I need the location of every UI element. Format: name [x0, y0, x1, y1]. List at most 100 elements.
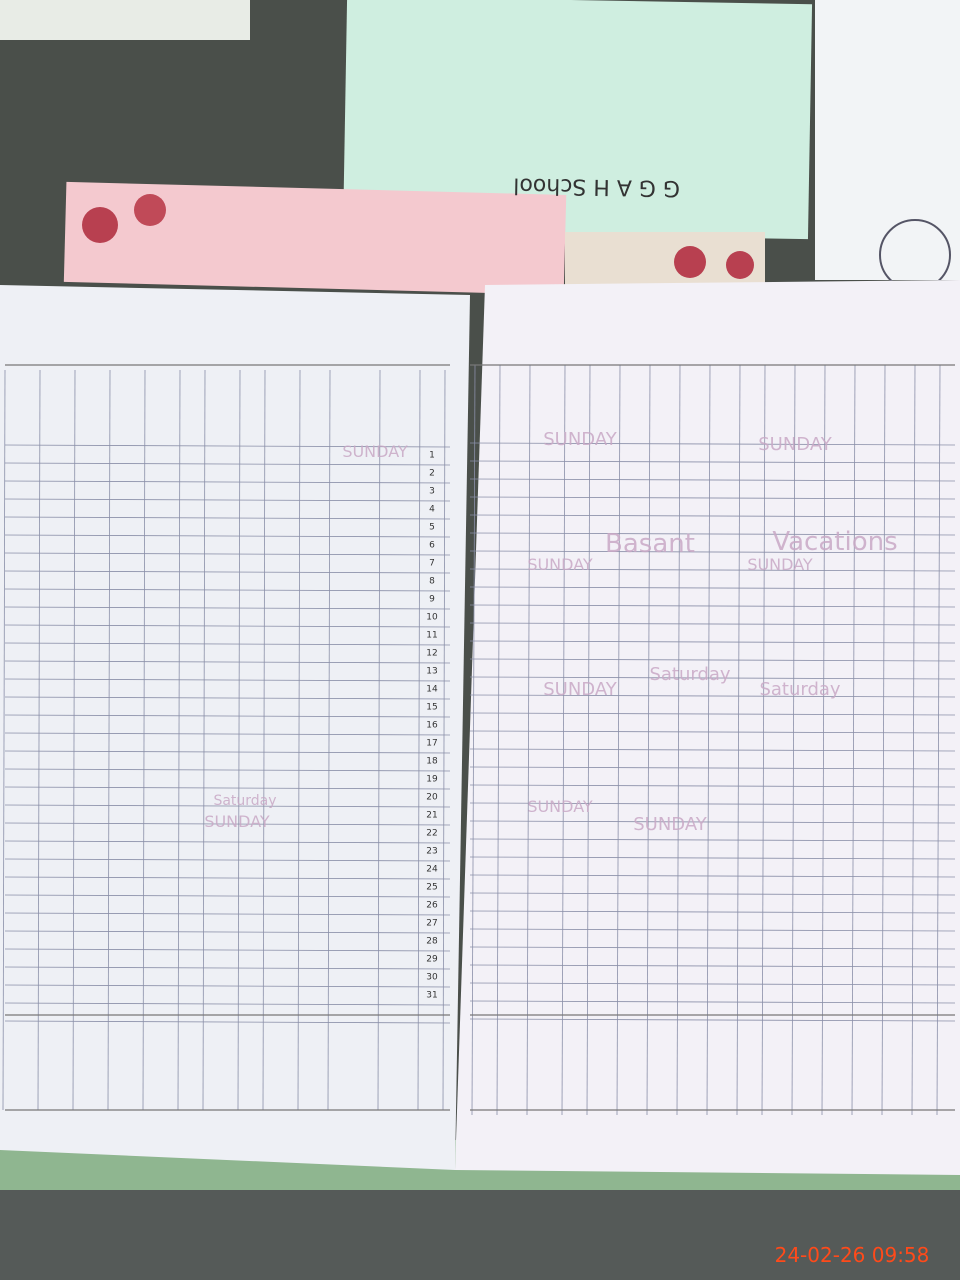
rule [4, 732, 451, 736]
handwritten-note: SUNDAY [758, 434, 833, 455]
row-number: 26 [426, 901, 438, 911]
col [237, 369, 241, 1111]
row-number: 7 [429, 559, 435, 569]
col [791, 364, 796, 1116]
rule [469, 730, 956, 734]
col [911, 364, 916, 1116]
col [586, 364, 591, 1116]
handwritten-note: SUNDAY [342, 442, 408, 461]
handwritten-note: SUNDAY [527, 797, 593, 816]
row-number: 14 [426, 685, 438, 695]
row-number: 11 [426, 631, 437, 641]
row-number: 3 [429, 487, 435, 497]
row-number: 31 [426, 991, 437, 1001]
rule [469, 766, 956, 770]
row-number: 28 [426, 937, 438, 947]
col [142, 369, 146, 1111]
col [377, 369, 381, 1111]
col [706, 364, 711, 1116]
rule [469, 856, 956, 860]
timetable-card [343, 0, 813, 240]
flower [82, 207, 118, 243]
col [72, 369, 76, 1111]
row-number: 2 [429, 469, 435, 479]
rule [4, 984, 451, 988]
handwritten-note: SUNDAY [204, 812, 270, 831]
flower [726, 251, 754, 279]
rule [4, 588, 451, 592]
rule [4, 516, 451, 520]
flower [674, 246, 706, 278]
row-number: 22 [426, 829, 437, 839]
rule [4, 966, 451, 970]
col [761, 364, 766, 1116]
rule [469, 568, 956, 572]
rule [469, 550, 956, 554]
rule [469, 640, 956, 644]
row-number: 17 [426, 739, 437, 749]
rule [4, 462, 451, 466]
handwritten-note: SUNDAY [633, 814, 708, 835]
row-number: 30 [426, 973, 438, 983]
col [646, 364, 651, 1116]
rule [4, 480, 451, 484]
flower [134, 194, 166, 226]
row-number: 1 [429, 451, 435, 461]
rule [4, 624, 451, 628]
row-number: 12 [426, 649, 437, 659]
rule [4, 1020, 451, 1024]
rule [469, 1000, 956, 1004]
handwriting: 1234567891011121314151617181920212223242… [204, 429, 897, 1001]
pink-card [63, 181, 567, 295]
rule [469, 622, 956, 626]
rule [469, 802, 956, 806]
rule [4, 840, 451, 844]
rule [469, 478, 956, 482]
left-page [0, 285, 470, 1170]
row-number: 25 [426, 883, 437, 893]
rule [4, 876, 451, 880]
rule [469, 784, 956, 788]
rule [469, 748, 956, 752]
col [616, 364, 621, 1116]
row-number: 8 [429, 577, 435, 587]
rule [4, 534, 451, 538]
rule [4, 786, 451, 790]
col [526, 364, 531, 1116]
row-number: 16 [426, 721, 438, 731]
row-number: 21 [426, 811, 437, 821]
rule [469, 946, 956, 950]
row-number: 13 [426, 667, 437, 677]
col [496, 364, 501, 1116]
rule [4, 804, 451, 808]
rule [469, 442, 956, 446]
row-number: 5 [429, 523, 435, 533]
col [851, 364, 856, 1116]
rule [4, 570, 451, 574]
row-number: 24 [426, 865, 438, 875]
row-number: 23 [426, 847, 437, 857]
rule [469, 874, 956, 878]
col [821, 364, 826, 1116]
rule [469, 676, 956, 680]
rule [469, 460, 956, 464]
handwritten-note: Saturday [759, 679, 840, 700]
rule [4, 750, 451, 754]
rule [4, 858, 451, 862]
row-number: 6 [429, 541, 435, 551]
rule [4, 930, 451, 934]
handwritten-note: Saturday [649, 664, 730, 685]
col [736, 364, 741, 1116]
rule [469, 586, 956, 590]
card-text: G G A H School [513, 172, 680, 200]
rule [4, 822, 451, 826]
row-number: 10 [426, 613, 438, 623]
row-number: 4 [429, 505, 435, 515]
rule [4, 606, 451, 610]
rule [4, 948, 451, 952]
rule [469, 910, 956, 914]
col [327, 369, 331, 1111]
handwritten-note: SUNDAY [543, 679, 618, 700]
rule [4, 1002, 451, 1006]
